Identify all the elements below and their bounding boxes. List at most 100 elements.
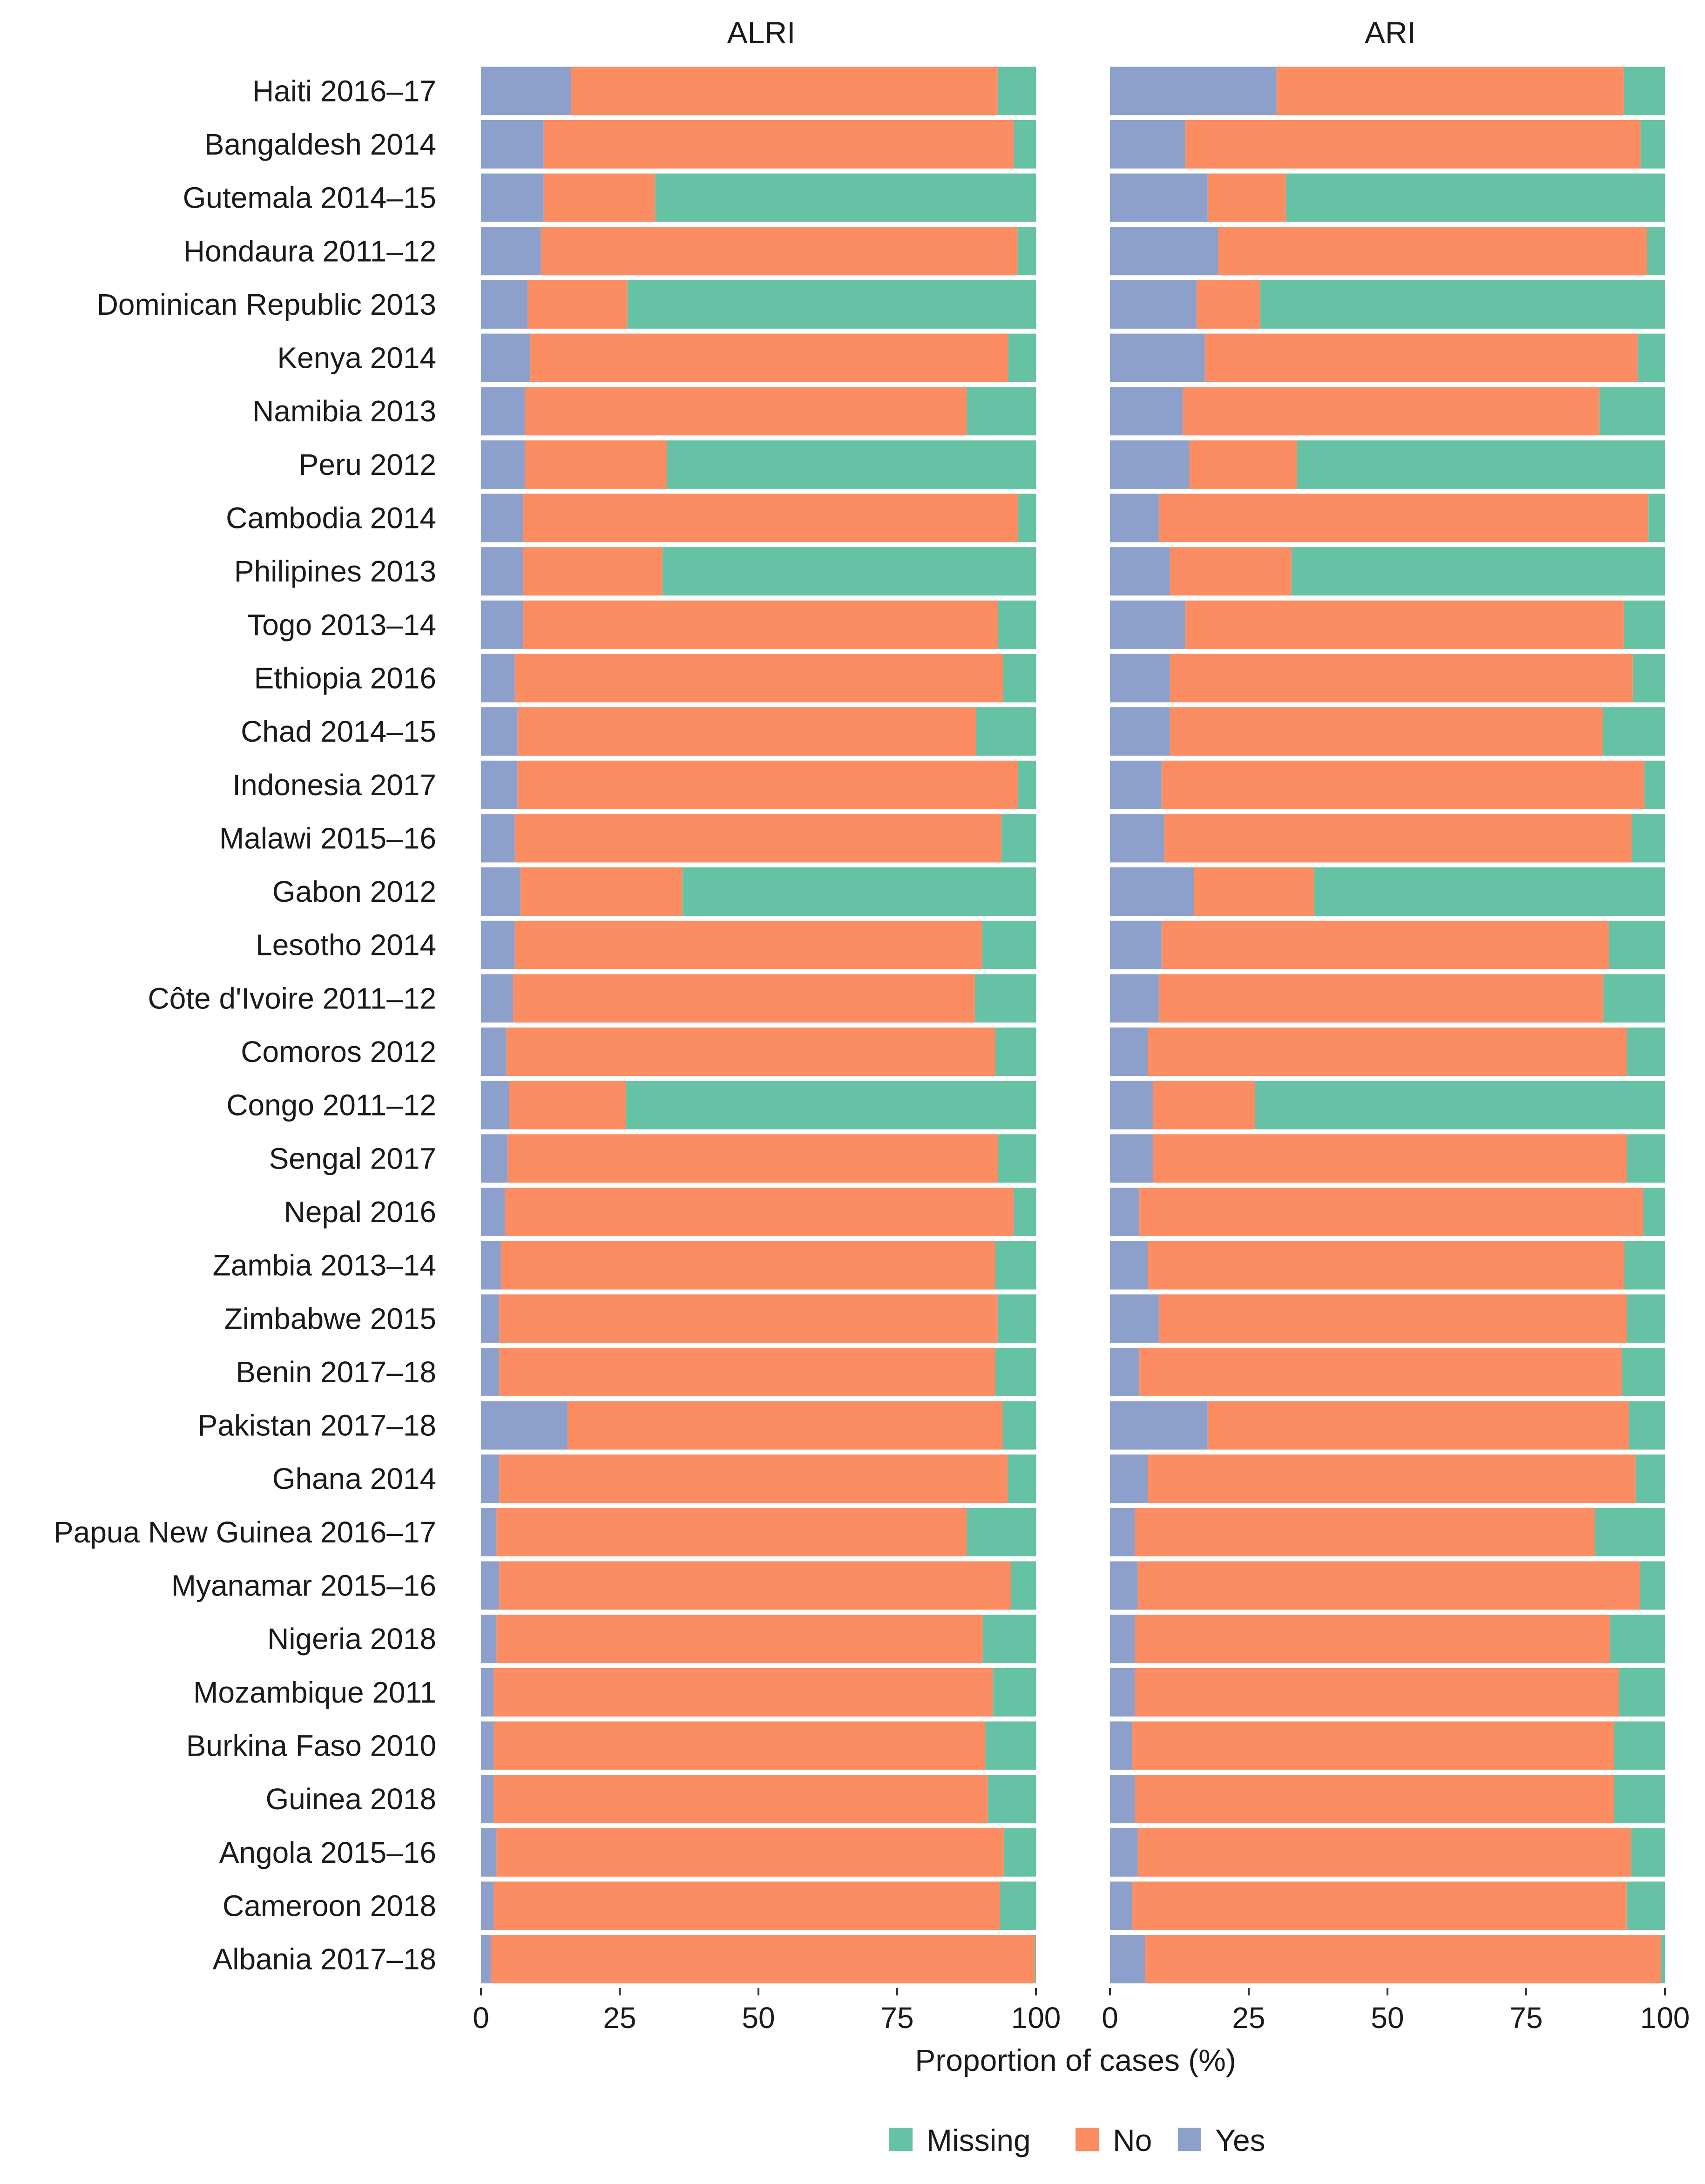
- bar-ari-dominican-republic-2013-missing: [1260, 280, 1665, 329]
- bar-alri-benin-2017-18-missing: [995, 1347, 1036, 1396]
- bar-ari-kenya-2014-no: [1204, 333, 1638, 382]
- bar-alri-ethiopia-2016-yes: [481, 654, 515, 703]
- bar-ari-guinea-2018-no: [1135, 1775, 1614, 1824]
- category-label-zambia-2013-14: Zambia 2013–14: [213, 1249, 436, 1282]
- category-label-guinea-2018: Guinea 2018: [265, 1782, 436, 1816]
- bar-ari-indonesia-2017-missing: [1644, 760, 1665, 809]
- bar-ari-cameroon-2018-missing: [1626, 1881, 1665, 1930]
- bar-alri-angola-2015-16-yes: [481, 1828, 497, 1877]
- bar-alri-papua-new-guinea-2016-17-no: [496, 1508, 967, 1556]
- category-label-lesotho-2014: Lesotho 2014: [256, 928, 436, 962]
- category-label-cambodia-2014: Cambodia 2014: [226, 501, 436, 535]
- bar-ari-zimbabwe-2015-yes: [1110, 1294, 1159, 1343]
- category-label-indonesia-2017: Indonesia 2017: [232, 768, 436, 802]
- bar-alri-peru-2012-no: [525, 440, 667, 489]
- bar-ari-mozambique-2011-no: [1135, 1668, 1619, 1717]
- bar-ari-peru-2012-no: [1189, 440, 1297, 489]
- category-label-namibia-2013: Namibia 2013: [252, 394, 436, 428]
- bar-alri-albania-2017-18-no: [491, 1935, 1035, 1984]
- bar-ari-cameroon-2018-yes: [1110, 1881, 1132, 1930]
- bar-alri-sengal-2017-missing: [998, 1134, 1036, 1183]
- bar-ari-namibia-2013-no: [1183, 387, 1600, 436]
- bar-ari-benin-2017-18-yes: [1110, 1347, 1140, 1396]
- bar-alri-cameroon-2018-no: [494, 1881, 1000, 1930]
- bar-ari-philipines-2013-missing: [1291, 547, 1665, 596]
- bar-ari-mozambique-2011-missing: [1619, 1668, 1665, 1717]
- legend-label-missing: Missing: [927, 2123, 1031, 2157]
- bar-ari-guinea-2018-missing: [1614, 1775, 1665, 1824]
- bar-alri-haiti-2016-17-yes: [481, 67, 571, 115]
- x-tick-label-ari-50: 50: [1371, 2001, 1404, 2035]
- category-label-nigeria-2018: Nigeria 2018: [267, 1622, 436, 1656]
- bar-ari-burkina-faso-2010-no: [1132, 1721, 1614, 1770]
- bar-ari-pakistan-2017-18-yes: [1110, 1401, 1208, 1450]
- bar-alri-pakistan-2017-18-yes: [481, 1401, 568, 1450]
- bar-ari-angola-2015-16-no: [1137, 1828, 1631, 1877]
- bar-alri-nepal-2016-no: [505, 1187, 1014, 1236]
- bar-alri-papua-new-guinea-2016-17-missing: [967, 1508, 1036, 1556]
- bar-ari-haiti-2016-17-missing: [1624, 67, 1665, 115]
- bar-ari-bangaldesh-2014-missing: [1640, 120, 1665, 169]
- bar-alri-nigeria-2018-yes: [481, 1615, 497, 1663]
- bar-alri-hondaura-2011-12-yes: [481, 227, 541, 276]
- bar-ari-albania-2017-18-yes: [1110, 1935, 1145, 1984]
- x-tick-label-alri-25: 25: [603, 2001, 636, 2035]
- bar-alri-lesotho-2014-no: [514, 920, 982, 969]
- bar-ari-lesotho-2014-yes: [1110, 920, 1162, 969]
- bar-ari-sengal-2017-yes: [1110, 1134, 1153, 1183]
- bar-alri-burkina-faso-2010-yes: [481, 1721, 494, 1770]
- bar-alri-cambodia-2014-no: [523, 494, 1018, 542]
- category-label-comoros-2012: Comoros 2012: [241, 1035, 436, 1068]
- bar-alri-cambodia-2014-missing: [1018, 494, 1036, 542]
- bar-ari-comoros-2012-missing: [1627, 1028, 1665, 1076]
- bar-ari-philipines-2013-yes: [1110, 547, 1170, 596]
- bar-ari-guinea-2018-yes: [1110, 1775, 1135, 1824]
- bar-ari-ghana-2014-yes: [1110, 1454, 1148, 1503]
- bar-ari-mozambique-2011-yes: [1110, 1668, 1135, 1717]
- bar-ari-indonesia-2017-no: [1161, 760, 1644, 809]
- bar-alri-nepal-2016-missing: [1014, 1187, 1036, 1236]
- bar-alri-lesotho-2014-yes: [481, 920, 515, 969]
- bar-ari-namibia-2013-missing: [1599, 387, 1665, 436]
- x-tick-label-alri-100: 100: [1011, 2001, 1061, 2035]
- bar-ari-papua-new-guinea-2016-17-no: [1135, 1508, 1595, 1556]
- category-label-ethiopia-2016: Ethiopia 2016: [254, 661, 436, 695]
- bar-ari-gutemala-2014-15-no: [1207, 173, 1286, 222]
- facet-panels: [481, 67, 1665, 1984]
- bar-ari-comoros-2012-yes: [1110, 1028, 1148, 1076]
- bar-ari-myanamar-2015-16-missing: [1640, 1561, 1665, 1610]
- bar-alri-chad-2014-15-no: [517, 707, 976, 756]
- category-label-dominican-republic-2013: Dominican Republic 2013: [97, 288, 436, 321]
- bar-ari-cambodia-2014-missing: [1648, 494, 1665, 542]
- bar-ari-hondaura-2011-12-missing: [1647, 227, 1665, 276]
- bar-alri-gabon-2012-no: [520, 867, 683, 916]
- bar-ari-peru-2012-missing: [1297, 440, 1665, 489]
- bar-alri-benin-2017-18-yes: [481, 1347, 500, 1396]
- bar-alri-sengal-2017-yes: [481, 1134, 508, 1183]
- bar-alri-burkina-faso-2010-no: [494, 1721, 986, 1770]
- bar-ari-bangaldesh-2014-yes: [1110, 120, 1186, 169]
- x-tick-label-alri-75: 75: [880, 2001, 913, 2035]
- category-label-congo-2011-12: Congo 2011–12: [226, 1089, 436, 1122]
- bar-ari-gabon-2012-yes: [1110, 867, 1194, 916]
- bar-alri-albania-2017-18-missing: [1035, 1935, 1036, 1984]
- bar-ari-co-te-d-ivoire-2011-12-no: [1158, 974, 1604, 1023]
- x-axis-title: Proportion of cases (%): [915, 2043, 1236, 2077]
- bar-ari-zambia-2013-14-no: [1148, 1241, 1624, 1290]
- category-label-malawi-2015-16: Malawi 2015–16: [219, 821, 436, 855]
- x-tick-label-alri-50: 50: [742, 2001, 775, 2035]
- bar-ari-ethiopia-2016-yes: [1110, 654, 1170, 703]
- category-label-sengal-2017: Sengal 2017: [269, 1142, 436, 1175]
- legend: Missing No Yes: [889, 2123, 1265, 2157]
- bar-alri-angola-2015-16-no: [496, 1828, 1004, 1877]
- bar-alri-myanamar-2015-16-yes: [481, 1561, 500, 1610]
- bar-ari-nepal-2016-missing: [1643, 1187, 1665, 1236]
- bar-alri-congo-2011-12-missing: [626, 1081, 1036, 1129]
- bar-ari-papua-new-guinea-2016-17-yes: [1110, 1508, 1135, 1556]
- bar-ari-cambodia-2014-no: [1158, 494, 1649, 542]
- bar-ari-zimbabwe-2015-missing: [1627, 1294, 1665, 1343]
- bar-ari-gabon-2012-missing: [1314, 867, 1665, 916]
- category-label-cameroon-2018: Cameroon 2018: [223, 1889, 436, 1922]
- bar-ari-lesotho-2014-no: [1161, 920, 1609, 969]
